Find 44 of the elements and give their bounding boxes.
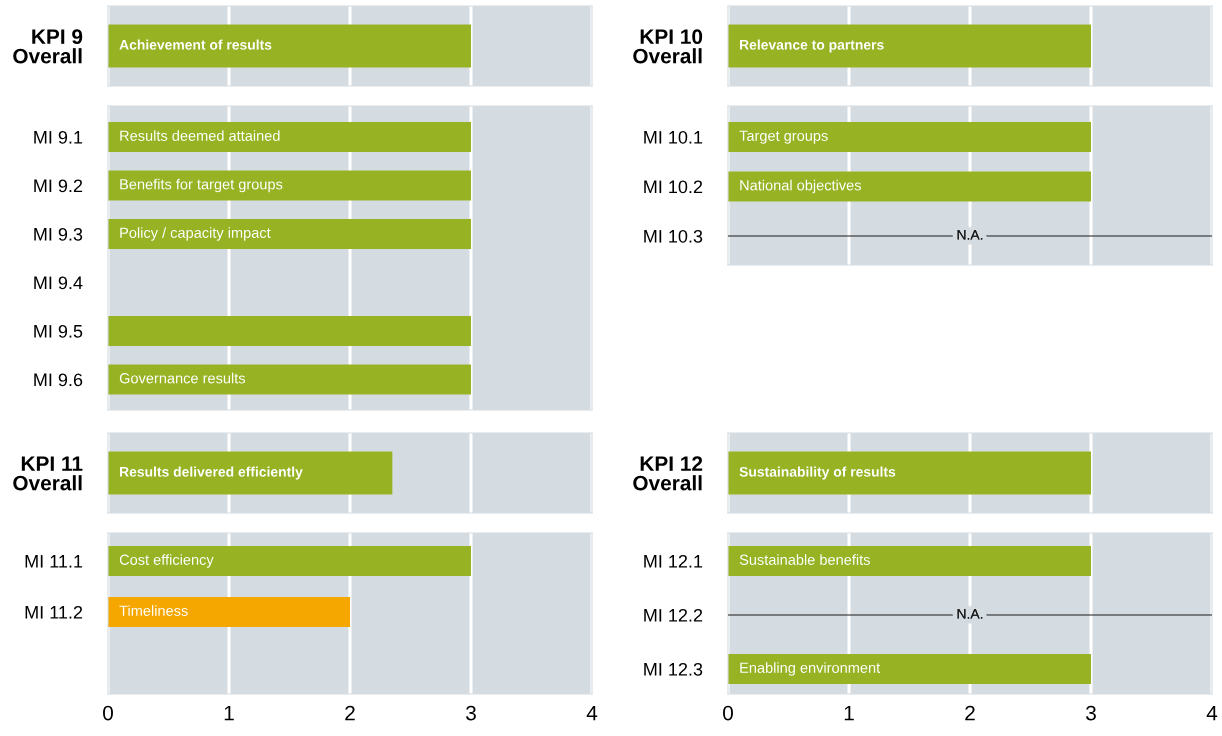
y-tick-label: MI 11.2 <box>25 605 83 619</box>
y-tick-label: KPI 12 Overall <box>633 456 703 491</box>
data-label: Cost efficiency <box>119 554 214 568</box>
x-tick-label: 0 <box>723 705 733 721</box>
data-label: Sustainability of results <box>739 466 896 480</box>
ref-line-label: N.A. <box>957 609 983 619</box>
y-tick-label: KPI 11 Overall <box>13 456 83 491</box>
x-tick-label: 4 <box>586 705 598 721</box>
y-tick-label: MI 9.1 <box>34 130 83 144</box>
data-label: Policy / capacity impact <box>120 227 271 241</box>
y-tick-label: MI 9.3 <box>34 227 83 241</box>
y-tick-label: MI 10.3 <box>644 229 703 243</box>
data-label: Achievement of results <box>119 39 272 50</box>
data-label: Relevance to partners <box>740 39 884 53</box>
x-tick-label: 3 <box>466 705 476 721</box>
y-tick-label: MI 10.1 <box>644 130 703 144</box>
data-label: Sustainable benefits <box>739 554 870 565</box>
y-tick-label: MI 10.2 <box>644 180 703 194</box>
data-label: Results deemed attained <box>120 130 280 141</box>
y-tick-label: MI 12.3 <box>644 662 703 676</box>
x-tick-label: 2 <box>965 705 975 721</box>
data-label: Governance results <box>119 372 246 384</box>
y-tick-label: MI 11.1 <box>25 555 83 568</box>
data-label: National objectives <box>740 179 861 194</box>
x-tick-label: 1 <box>224 705 234 721</box>
y-tick-label: MI 9.4 <box>34 276 83 290</box>
data-label: Results delivered efficiently <box>120 466 303 480</box>
y-tick-label: KPI 9 Overall <box>13 29 83 64</box>
y-tick-label: MI 12.2 <box>644 608 703 622</box>
y-tick-label: MI 12.1 <box>644 554 703 568</box>
y-tick-label: MI 9.2 <box>34 179 83 193</box>
x-tick-label: 3 <box>1086 705 1096 721</box>
x-tick-label: 1 <box>844 705 854 721</box>
data-label: Timeliness <box>119 605 188 616</box>
y-tick-label: MI 9.5 <box>34 324 83 338</box>
ref-line-label: N.A. <box>957 230 983 240</box>
data-label: Enabling environment <box>740 662 881 676</box>
data-label: Benefits for target groups <box>120 178 283 193</box>
x-tick-label: 2 <box>345 705 355 721</box>
x-tick-label: 0 <box>103 705 113 721</box>
y-tick-label: MI 9.6 <box>34 373 83 387</box>
data-label: Target groups <box>739 130 828 144</box>
y-tick-label: KPI 10 Overall <box>633 29 703 64</box>
x-tick-label: 4 <box>1206 705 1218 721</box>
